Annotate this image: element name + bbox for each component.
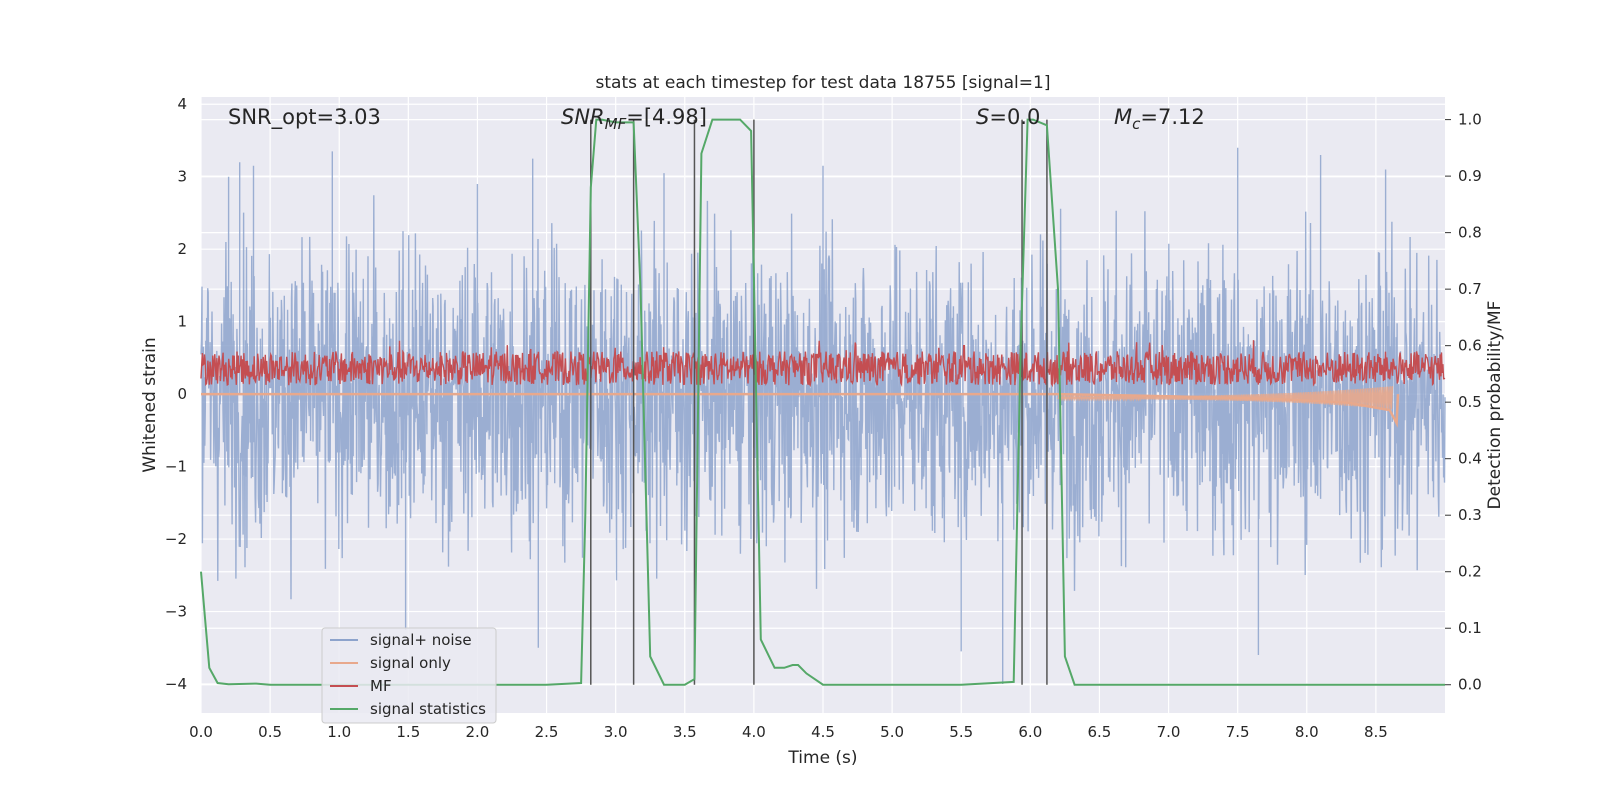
y-tick-label: −2 [165,530,187,548]
y-right-tick-label: 1.0 [1458,111,1482,129]
annotation-snr-mf-subscript: MF [605,115,627,133]
annotation-snr-mf-value: =[4.98] [626,105,707,129]
legend-label-2: MF [370,677,392,695]
x-tick-label: 4.0 [742,723,766,741]
signal-statistics-line [200,118,1445,686]
y-right-tick-label: 0.3 [1458,506,1482,524]
noise-layer [200,147,1446,684]
y-tick-label: −3 [165,603,187,621]
x-tick-label: 5.5 [949,723,973,741]
y-right-tick-label: 0.6 [1458,337,1482,355]
x-tick-label: 6.5 [1088,723,1112,741]
x-tick-label: 8.5 [1364,723,1388,741]
signal-only-line [201,392,1400,428]
y-tick-label: 4 [177,95,187,113]
chart-title: stats at each timestep for test data 187… [596,73,1051,93]
legend-label-1: signal only [370,654,451,672]
axes-layer: 0.0 0.5 1.0 1.5 2.0 2.5 3.0 3.5 4.0 4.5 5.0 5.5 6.0 6… [165,95,1482,741]
annotation-s-symbol: S [976,105,989,129]
y-right-tick-label: 0.2 [1458,563,1482,581]
x-tick-label: 7.0 [1157,723,1181,741]
x-tick-label: 8.0 [1295,723,1319,741]
y-tick-label: 0 [177,385,187,403]
legend: signal+ noise signal only MF signal stat… [321,627,497,724]
y-right-tick-label: 0.7 [1458,280,1482,298]
signal-plus-noise-line [200,147,1446,684]
y-right-tick-label: 0.0 [1458,676,1482,694]
mf-line [200,340,1446,388]
x-tick-label: 3.5 [673,723,697,741]
x-tick-label: 0.5 [258,723,282,741]
x-axis-label: Time (s) [787,748,857,768]
x-tick-label: 3.0 [604,723,628,741]
legend-label-0: signal+ noise [370,631,472,649]
annotation-mc-value: =7.12 [1140,105,1204,129]
detect-layer [590,119,1048,685]
x-tick-label: 1.5 [396,723,420,741]
x-tick-label: 2.0 [466,723,490,741]
x-tick-label: 6.0 [1018,723,1042,741]
signal-only-chirp [1057,386,1394,410]
y-tick-label: 3 [177,168,187,186]
signal-layer [201,386,1400,428]
y-right-axis-label: Detection probability/MF [1485,301,1505,510]
annotation-s: S=0.0 [976,105,1040,129]
y-tick-label: −4 [165,675,187,693]
annotation-mc-symbol: M [1114,105,1132,129]
annotation-mc-subscript: c [1132,115,1141,133]
legend-box [321,627,497,724]
legend-label-3: signal statistics [370,700,486,718]
y-axis-label: Whitened strain [140,337,160,472]
y-right-tick-label: 0.8 [1458,224,1482,242]
mf-layer [200,340,1446,388]
y-right-tick-label: 0.1 [1458,619,1482,637]
x-tick-label: 1.0 [327,723,351,741]
y-tick-label: −1 [165,458,187,476]
y-right-tick-label: 0.5 [1458,393,1482,411]
annotation-snr-mf: SNRMF=[4.98] [561,105,707,133]
y-right-tick-label: 0.4 [1458,450,1482,468]
y-tick-label: 1 [177,313,187,331]
annotation-snr-mf-symbol: SNR [561,105,605,129]
annotation-s-value: =0.0 [989,105,1040,129]
x-tick-label: 4.5 [811,723,835,741]
stat-layer [200,118,1445,686]
y-tick-label: 2 [177,240,187,258]
annotation-mc: Mc=7.12 [1114,105,1205,133]
x-tick-label: 7.5 [1226,723,1250,741]
x-tick-label: 5.0 [880,723,904,741]
y-right-tick-label: 0.9 [1458,167,1482,185]
x-tick-label: 0.0 [189,723,213,741]
annotation-snr-opt: SNR_opt=3.03 [228,105,381,130]
x-tick-label: 2.5 [535,723,559,741]
